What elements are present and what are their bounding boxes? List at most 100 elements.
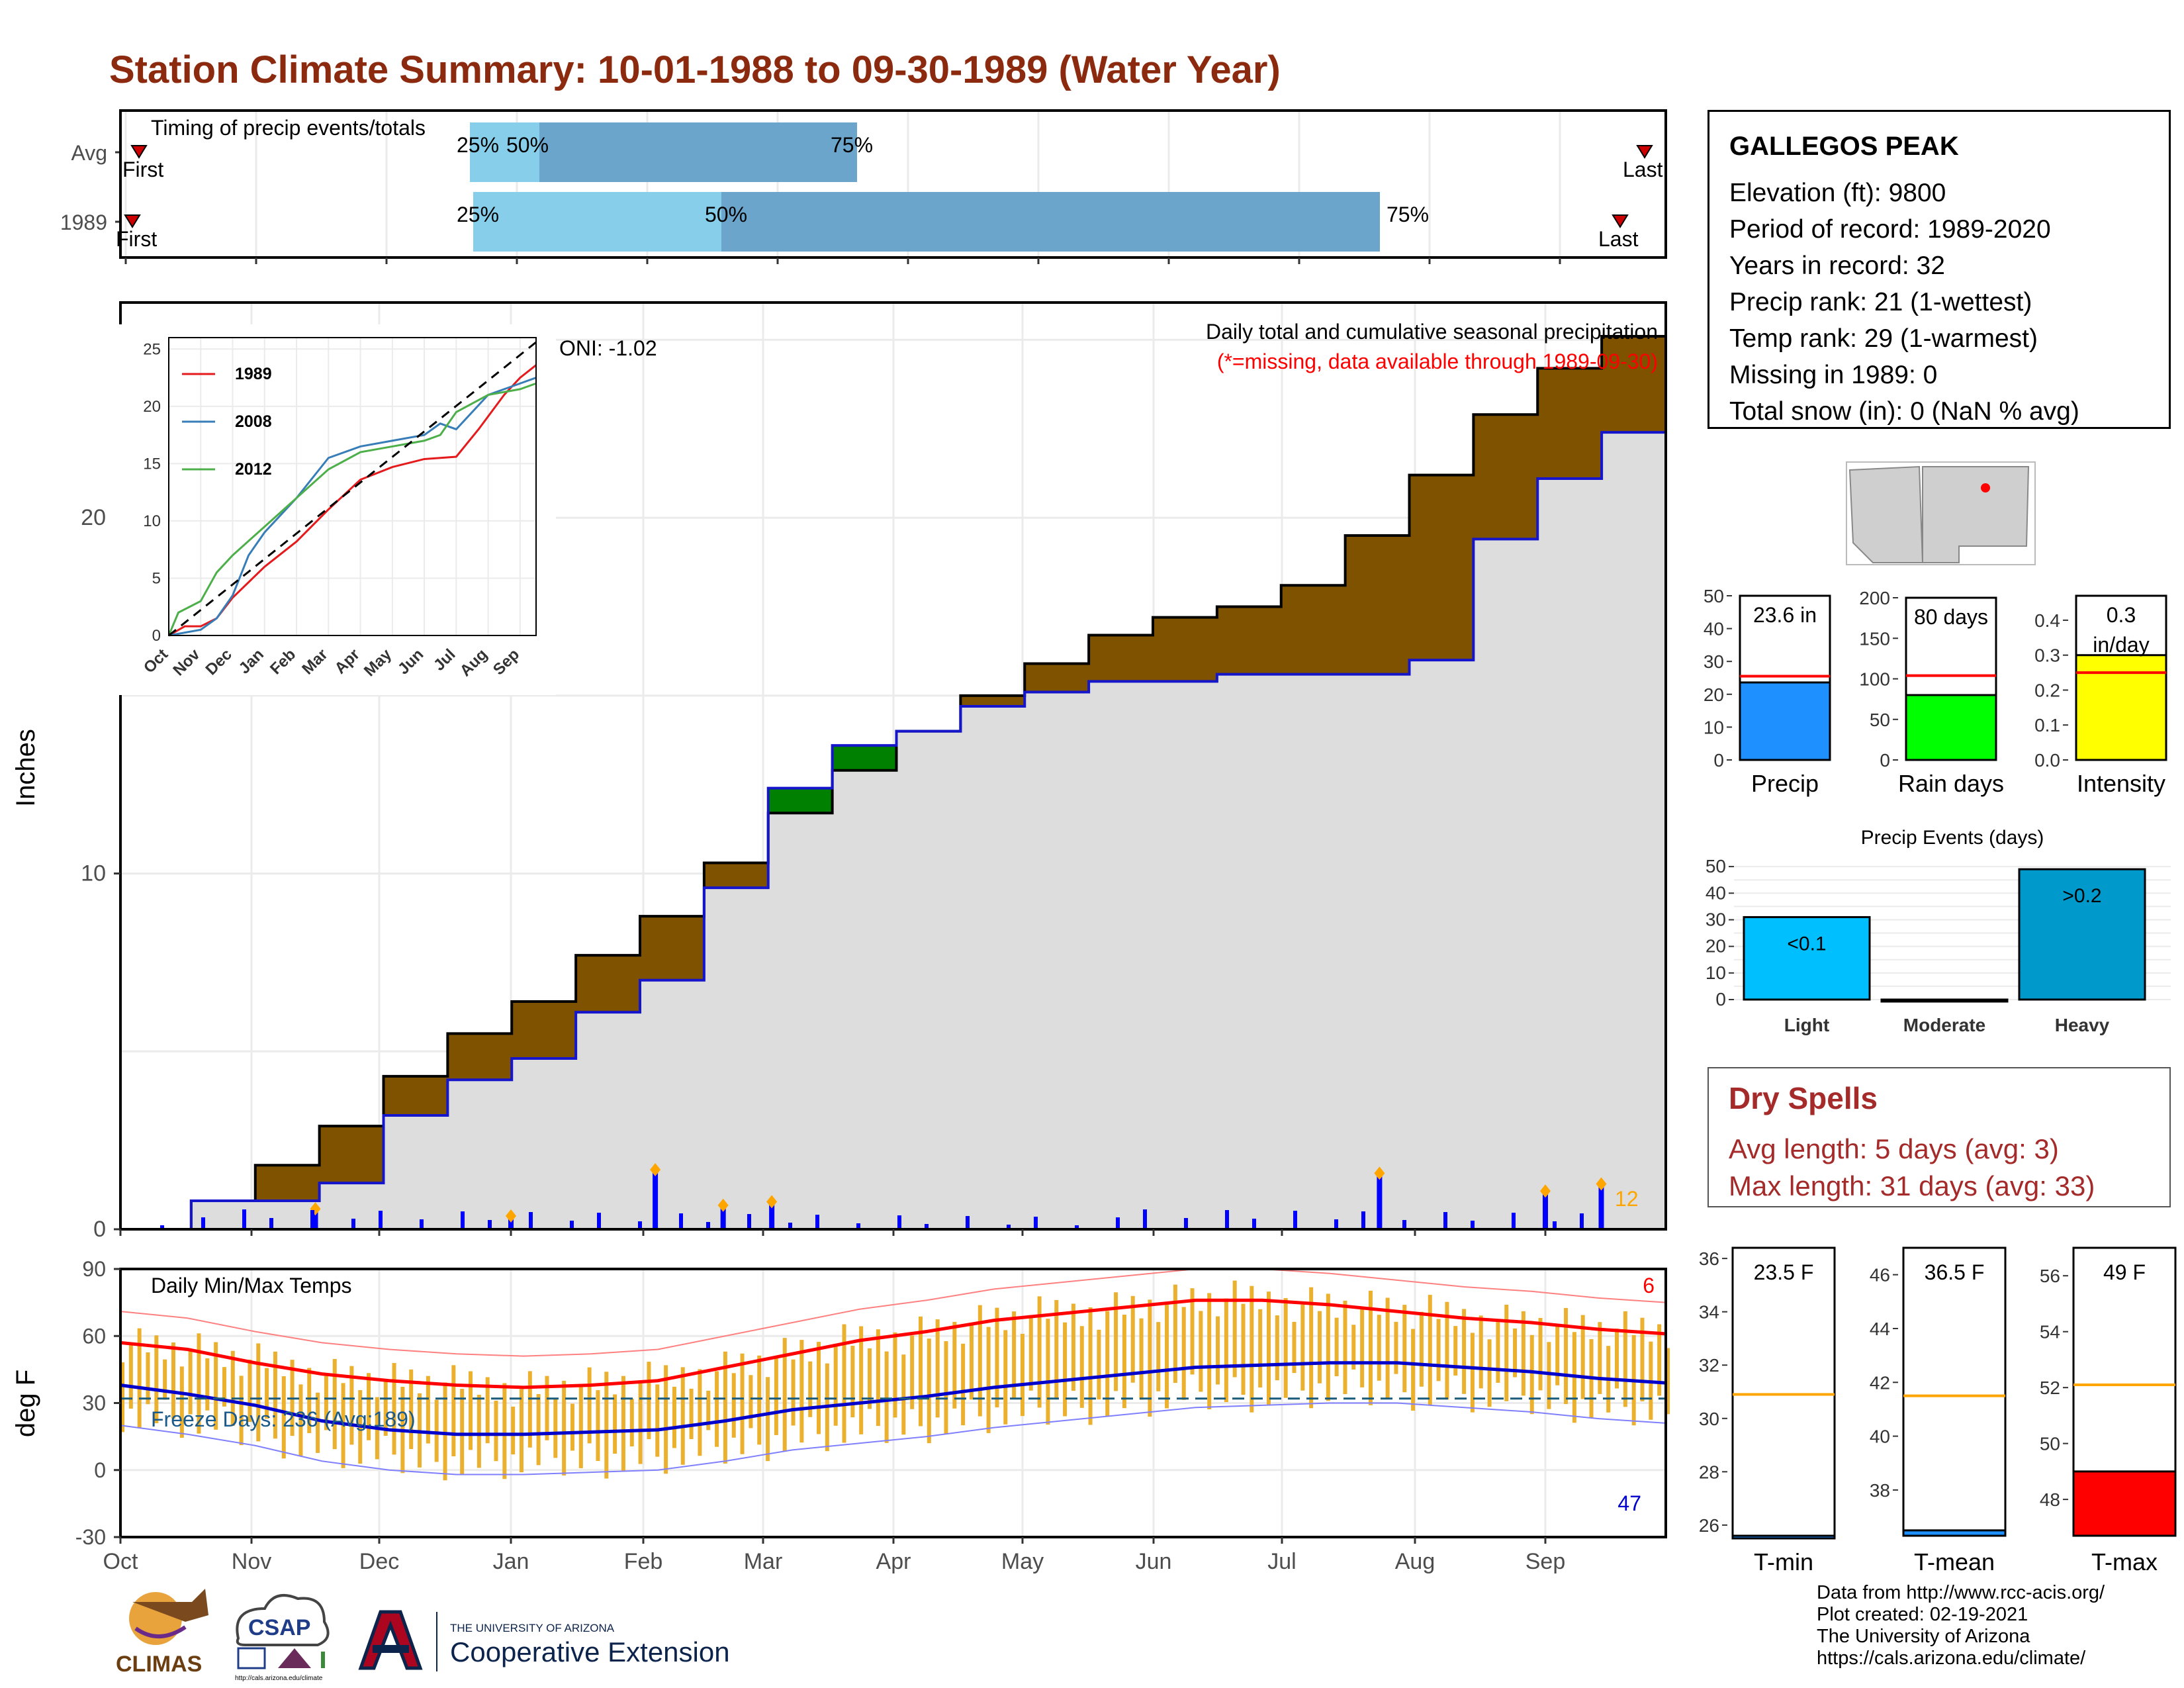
timing-bar-late [539, 122, 857, 182]
daily-temp-bar [1640, 1317, 1645, 1401]
daily-temp-bar [179, 1366, 184, 1438]
inset-series-2012 [167, 382, 537, 636]
x-month-label: May [1001, 1549, 1044, 1574]
temp-y-axis-label: deg F [11, 1370, 40, 1437]
daily-precip-bar [638, 1221, 642, 1229]
daily-precip-bar [966, 1216, 970, 1229]
ua-big-text: Cooperative Extension [450, 1636, 730, 1667]
daily-temp-bar [1063, 1322, 1068, 1417]
daily-temp-bar [833, 1344, 838, 1426]
summary-y-tick: 0 [1713, 750, 1724, 771]
daily-temp-bar [511, 1406, 516, 1455]
inset-legend-label: 2012 [235, 460, 272, 479]
last-label: Last [1623, 158, 1663, 181]
summary-value-label: 23.6 in [1753, 603, 1817, 627]
daily-temp-bar [842, 1324, 846, 1443]
timing-bar-late [721, 192, 1380, 252]
page-title: Station Climate Summary: 10-01-1988 to 0… [109, 48, 1281, 91]
daily-temp-bar [1377, 1315, 1381, 1381]
daily-temp-bar [383, 1380, 388, 1436]
timing-bar-early [473, 192, 721, 252]
events-y-tick: 0 [1715, 989, 1726, 1009]
daily-temp-bar [995, 1307, 999, 1408]
heavy-event-marker [717, 1198, 729, 1212]
event-bar [1880, 998, 2009, 1003]
summary-bar [1905, 694, 1997, 761]
daily-temp-bar [1250, 1286, 1254, 1413]
daily-temp-bar [740, 1353, 745, 1454]
event-bar-label: >0.2 [2062, 885, 2101, 907]
summary-bar [1739, 681, 1831, 761]
inset-legend-label: 2008 [235, 412, 272, 431]
daily-temp-bar [316, 1392, 320, 1453]
daily-precip-bar [597, 1213, 601, 1229]
obs-cumulative-line [127, 389, 1667, 1231]
first-label: First [122, 158, 163, 181]
daily-precip-bar [1361, 1211, 1365, 1229]
timing-p50-label: 50% [705, 203, 747, 226]
record-low-count: 47 [1617, 1491, 1641, 1515]
daily-precip-bar [488, 1220, 492, 1229]
summary-y-tick: 30 [1704, 651, 1724, 672]
events-title: Precip Events (days) [1861, 827, 2044, 849]
daily-temp-bar [1012, 1311, 1017, 1399]
dry-spells-box: Dry Spells Avg length: 5 days (avg: 3) M… [1707, 1067, 2171, 1207]
daily-precip-bar [310, 1210, 314, 1229]
dry-spells-title: Dry Spells [1729, 1081, 1878, 1115]
daily-temp-bar [986, 1327, 991, 1433]
inset-y-tick: 15 [143, 455, 161, 473]
daily-temp-bar [944, 1341, 948, 1434]
daily-temp-bar [1148, 1299, 1152, 1417]
event-bar [1743, 915, 1871, 1001]
y-tick-label: 90 [82, 1257, 106, 1281]
daily-temp-bar [723, 1351, 727, 1464]
daily-precip-bar [269, 1218, 273, 1229]
daily-precip-bar [925, 1224, 929, 1229]
daily-temp-bar [1216, 1316, 1220, 1385]
daily-precip-bar [160, 1225, 164, 1229]
precip-panel-note-missing: (*=missing, data available through 1989-… [1217, 350, 1658, 373]
last-marker [1612, 214, 1629, 228]
daily-precip-bar [1075, 1225, 1079, 1229]
daily-temp-bar [1411, 1329, 1416, 1411]
daily-temp-bar [680, 1367, 685, 1465]
climas-logo: CLIMAS [116, 1589, 208, 1677]
daily-temp-bar [1028, 1315, 1033, 1391]
daily-precip-bar [1377, 1176, 1383, 1229]
temp-bar [1731, 1534, 1836, 1540]
daily-temp-bar [1267, 1291, 1271, 1405]
daily-temp-bar [1181, 1307, 1186, 1400]
credit-line: The University of Arizona [1817, 1626, 2030, 1647]
daily-precip-bar [379, 1211, 383, 1229]
daily-temp-bar [324, 1376, 328, 1430]
daily-temp-bar [893, 1332, 897, 1418]
daily-temp-bar [1046, 1319, 1050, 1425]
daily-temp-bar [1360, 1307, 1365, 1387]
daily-temp-bar [850, 1346, 855, 1418]
daily-temp-bar [1122, 1315, 1126, 1409]
inset-y-tick: 25 [143, 340, 161, 358]
y-tick-label: 60 [82, 1324, 106, 1348]
station-name: GALLEGOS PEAK [1729, 132, 1959, 161]
daily-precip-bar [1598, 1186, 1604, 1229]
daily-temp-bar [1496, 1322, 1500, 1383]
daily-temp-bar [629, 1398, 634, 1447]
x-month-label: Nov [232, 1549, 271, 1574]
daily-temp-bar [876, 1329, 880, 1427]
y-tick-label: 30 [82, 1391, 106, 1415]
heavy-event-marker [766, 1195, 778, 1209]
daily-temp-bar [1071, 1303, 1075, 1391]
first-label: First [116, 227, 157, 251]
temp-bar-value-label: 23.5 F [1754, 1260, 1814, 1284]
summary-y-tick: 20 [1704, 684, 1724, 705]
daily-temp-bar [859, 1326, 864, 1434]
daily-temp-bar [154, 1335, 159, 1423]
timing-row-label: Avg [71, 141, 107, 165]
daily-temp-bar [1615, 1329, 1619, 1389]
summary-y-tick: 50 [1704, 586, 1724, 606]
temp-bar-y-tick: 40 [1870, 1427, 1890, 1447]
daily-precip-bar [679, 1213, 683, 1229]
station-line: Temp rank: 29 (1-warmest) [1729, 324, 2038, 353]
daily-temp-bar [1402, 1305, 1407, 1393]
daily-temp-bar [868, 1348, 872, 1409]
